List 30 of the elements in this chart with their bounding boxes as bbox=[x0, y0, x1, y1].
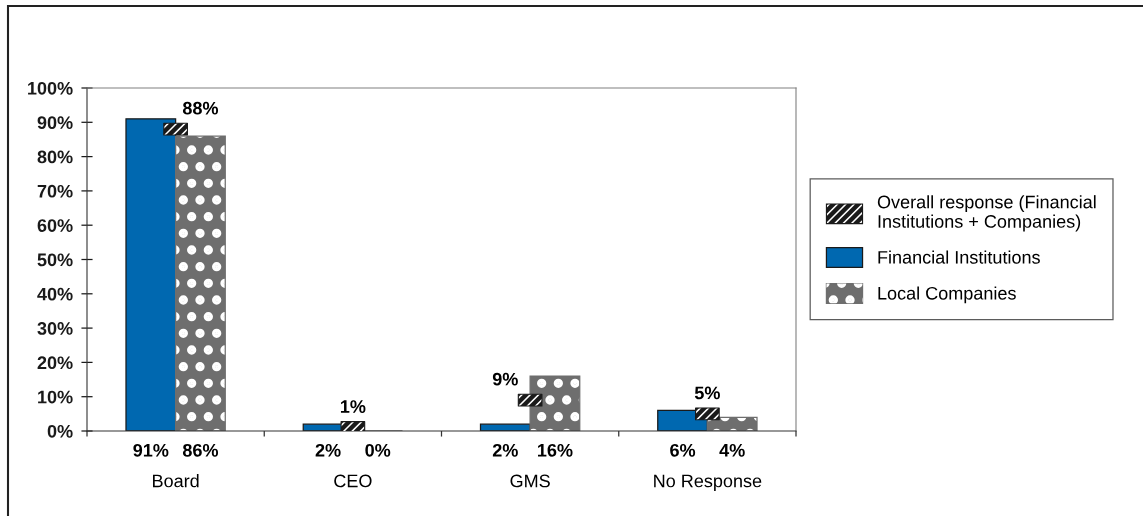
data-label: 5% bbox=[694, 386, 720, 400]
x-tick-label: CEO bbox=[334, 474, 372, 488]
x-tick-label: Board bbox=[153, 474, 199, 488]
data-label: 9% bbox=[492, 372, 518, 386]
y-tick-label: 20% bbox=[37, 356, 73, 370]
data-label: 2% bbox=[492, 443, 518, 457]
data-label: 1% bbox=[340, 400, 366, 413]
y-tick-label: 60% bbox=[37, 219, 73, 232]
x-tick-label: GMS bbox=[510, 474, 550, 488]
y-tick-label: 50% bbox=[37, 253, 73, 267]
y-tick-label: 10% bbox=[38, 390, 73, 404]
legend-label: Financial Institutions bbox=[878, 250, 1040, 264]
y-tick-label: 70% bbox=[37, 184, 73, 198]
y-tick-label: 40% bbox=[37, 287, 73, 301]
legend-label: Local Companies bbox=[878, 286, 1016, 304]
y-tick-label: 90% bbox=[37, 116, 73, 130]
data-label: 6% bbox=[670, 443, 696, 457]
data-label: 88% bbox=[182, 101, 219, 115]
data-label: 0% bbox=[365, 443, 391, 457]
legend-label: Overall response (Financial Institutions + Companies) bbox=[877, 195, 1096, 232]
y-tick-label: 0% bbox=[47, 424, 73, 438]
x-tick-label: No Response bbox=[654, 474, 762, 491]
y-tick-label: 100% bbox=[28, 81, 73, 95]
data-label: 2% bbox=[315, 443, 341, 457]
data-label: 16% bbox=[538, 443, 573, 457]
y-tick-label: 80% bbox=[37, 150, 73, 164]
data-label: 4% bbox=[719, 443, 745, 457]
y-tick-label: 30% bbox=[37, 322, 73, 335]
data-label: 91% bbox=[133, 443, 169, 457]
data-label: 86% bbox=[182, 443, 219, 457]
